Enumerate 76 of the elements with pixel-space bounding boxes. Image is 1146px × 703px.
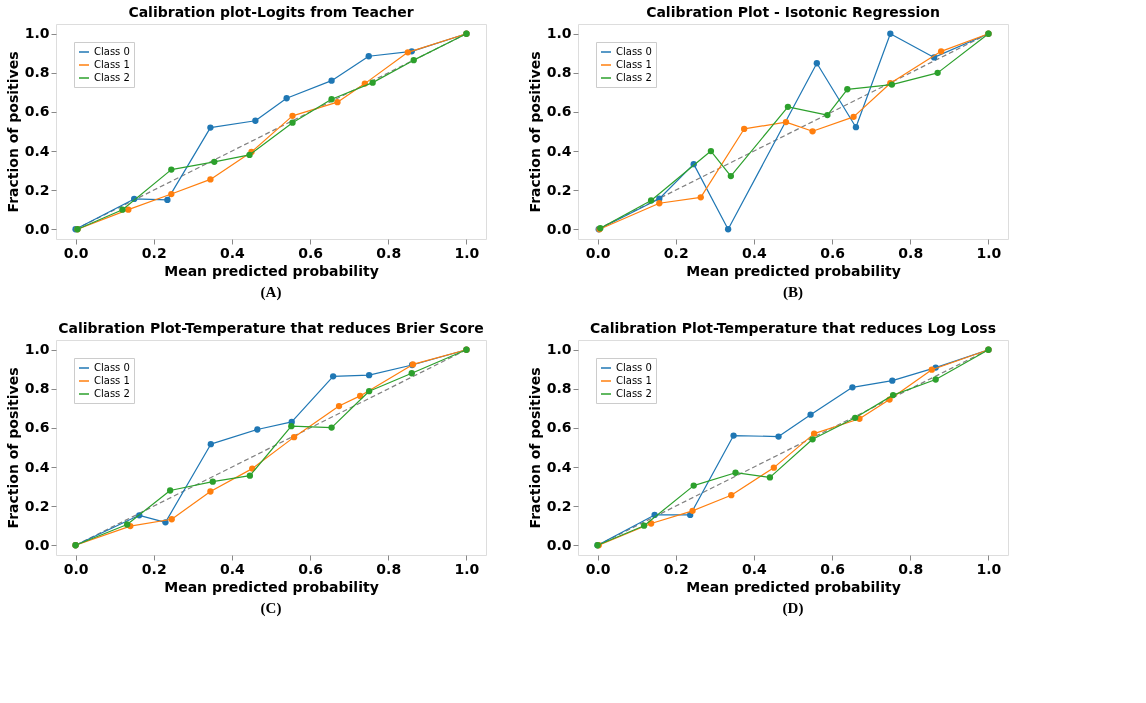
x-tick-label: 0.8 [898,560,924,577]
x-tick-label: 0.2 [663,560,689,577]
y-tick-label: 0.4 [546,142,572,159]
y-tick-label: 0.2 [24,497,50,514]
y-tick-label: 0.8 [24,380,50,397]
y-tick-label: 1.0 [546,25,572,42]
chart-title: Calibration Plot-Temperature that reduces Brier Score [58,320,484,336]
chart-title: Calibration plot-Logits from Teacher [128,4,414,20]
y-tick-label: 0.6 [546,103,572,120]
legend-label: Class 0 [94,362,130,373]
x-tick-label: 0.4 [220,244,246,261]
x-tick-label: 1.0 [976,244,1002,261]
y-tick-label: 0.4 [24,458,50,475]
x-tick-label: 0.2 [141,244,167,261]
legend-label: Class 1 [94,59,130,70]
legend-label: Class 1 [94,375,130,386]
text: (C) [260,600,282,617]
y-tick-label: 1.0 [24,25,50,42]
x-tick-label: 0.4 [742,560,768,577]
legend-label: Class 2 [94,388,130,399]
y-tick-label: 0.6 [546,419,572,436]
x-axis-title: Mean predicted probability [686,578,901,595]
x-axis-title: Mean predicted probability [164,578,379,595]
x-tick-label: 1.0 [454,244,480,261]
x-tick-label: 0.0 [585,244,611,261]
y-axis-title: Fraction of positives [4,51,21,213]
legend-label: Class 2 [94,72,130,83]
x-tick-label: 0.4 [742,244,768,261]
y-tick-label: 1.0 [24,341,50,358]
y-tick-label: 0.4 [24,142,50,159]
x-tick-label: 0.0 [585,560,611,577]
y-tick-label: 0.0 [24,536,50,553]
x-axis-title: Mean predicted probability [164,262,379,279]
y-axis-title: Fraction of positives [526,51,543,213]
y-tick-label: 0.0 [546,536,572,553]
y-tick-label: 0.0 [546,220,572,237]
x-axis-title: Mean predicted probability [686,262,901,279]
legend-label: Class 0 [94,46,130,57]
y-axis-title: Fraction of positives [4,367,21,529]
y-tick-label: 0.8 [24,64,50,81]
y-tick-label: 1.0 [546,341,572,358]
y-tick-label: 0.8 [546,380,572,397]
y-tick-label: 0.6 [24,103,50,120]
y-tick-label: 0.2 [546,497,572,514]
x-tick-label: 0.6 [820,560,845,577]
chart-title: Calibration Plot - Isotonic Regression [646,4,940,20]
x-tick-label: 0.4 [220,560,246,577]
x-tick-label: 0.6 [298,244,323,261]
legend-label: Class 2 [616,388,652,399]
x-tick-label: 1.0 [454,560,480,577]
x-tick-label: 1.0 [976,560,1002,577]
legend-label: Class 2 [616,72,652,83]
y-tick-label: 0.4 [546,458,572,475]
text: (A) [260,284,282,301]
x-tick-label: 0.8 [898,244,924,261]
y-axis-title: Fraction of positives [526,367,543,529]
chart-title: Calibration Plot-Temperature that reduces Log Loss [589,320,997,336]
text: (B) [783,284,803,301]
x-tick-label: 0.2 [663,244,689,261]
legend-label: Class 0 [616,46,652,57]
y-tick-label: 0.8 [546,64,572,81]
legend-label: Class 1 [616,375,652,386]
x-tick-label: 0.6 [298,560,323,577]
x-tick-label: 0.6 [820,244,845,261]
x-tick-label: 0.8 [376,244,402,261]
legend-label: Class 1 [616,59,652,70]
x-tick-label: 0.8 [376,560,402,577]
text: (D) [782,600,804,617]
y-tick-label: 0.0 [24,220,50,237]
legend-label: Class 0 [616,362,652,373]
x-tick-label: 0.2 [141,560,167,577]
x-tick-label: 0.0 [63,244,89,261]
y-tick-label: 0.2 [24,181,50,198]
x-tick-label: 0.0 [63,560,89,577]
y-tick-label: 0.2 [546,181,572,198]
y-tick-label: 0.6 [24,419,50,436]
